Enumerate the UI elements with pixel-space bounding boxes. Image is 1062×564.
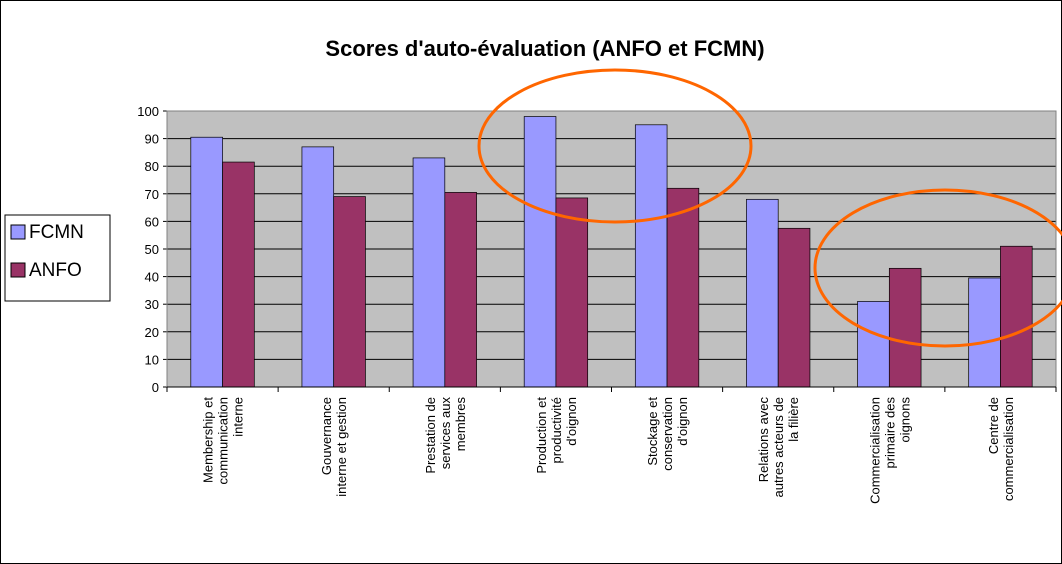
x-tick-label: Gouvernanceinterne et gestion	[319, 397, 349, 497]
y-tick-label: 10	[145, 352, 159, 367]
bar	[666, 187, 700, 388]
y-tick-label: 70	[145, 187, 159, 202]
legend-swatch	[10, 262, 26, 278]
x-tick-label: Prestation deservices auxmembres	[423, 397, 468, 474]
chart-title: Scores d'auto-évaluation (ANFO et FCMN)	[325, 36, 764, 61]
x-tick-label: Stockage etconservationd'oignon	[645, 397, 690, 471]
y-tick-label: 20	[145, 325, 159, 340]
legend-label: ANFO	[29, 260, 82, 281]
highlight-ellipse	[477, 68, 753, 224]
x-tick-label: Relations avecautres acteurs dela filièr…	[756, 397, 801, 498]
bar	[1000, 245, 1033, 388]
bar	[746, 198, 779, 388]
bar	[222, 161, 255, 388]
y-tick-label: 0	[152, 380, 159, 395]
legend-label: FCMN	[29, 222, 84, 243]
legend-swatch	[10, 224, 26, 240]
x-tick-label: Commercialisationprimaire desoignons	[867, 397, 912, 504]
y-tick-label: 80	[145, 159, 159, 174]
bar	[444, 192, 477, 388]
y-tick-label: 90	[145, 132, 159, 147]
y-tick-label: 50	[145, 242, 159, 257]
highlight-ellipse	[813, 188, 1062, 348]
bar	[190, 136, 223, 388]
bar	[523, 116, 557, 388]
bar	[412, 157, 446, 388]
bar	[634, 124, 668, 388]
bar	[888, 267, 922, 388]
y-tick-label: 100	[137, 104, 159, 119]
x-tick-label: Production etproductivitéd'oignon	[534, 397, 579, 474]
bar	[333, 196, 366, 388]
y-tick-label: 60	[145, 214, 159, 229]
bar	[777, 227, 811, 388]
y-tick-label: 40	[145, 270, 159, 285]
x-tick-label: Membership etcommunicationinterne	[201, 397, 246, 485]
bar	[301, 146, 335, 388]
bar	[555, 197, 589, 388]
bar	[968, 277, 1001, 388]
plot-area: 0 10 20 30 40 50 60 70 80 90 100 Membership etcommu…	[137, 104, 1057, 504]
x-tick-label: Centre decommercialisation	[986, 397, 1016, 501]
bar	[857, 301, 890, 388]
y-tick-label: 30	[145, 297, 159, 312]
